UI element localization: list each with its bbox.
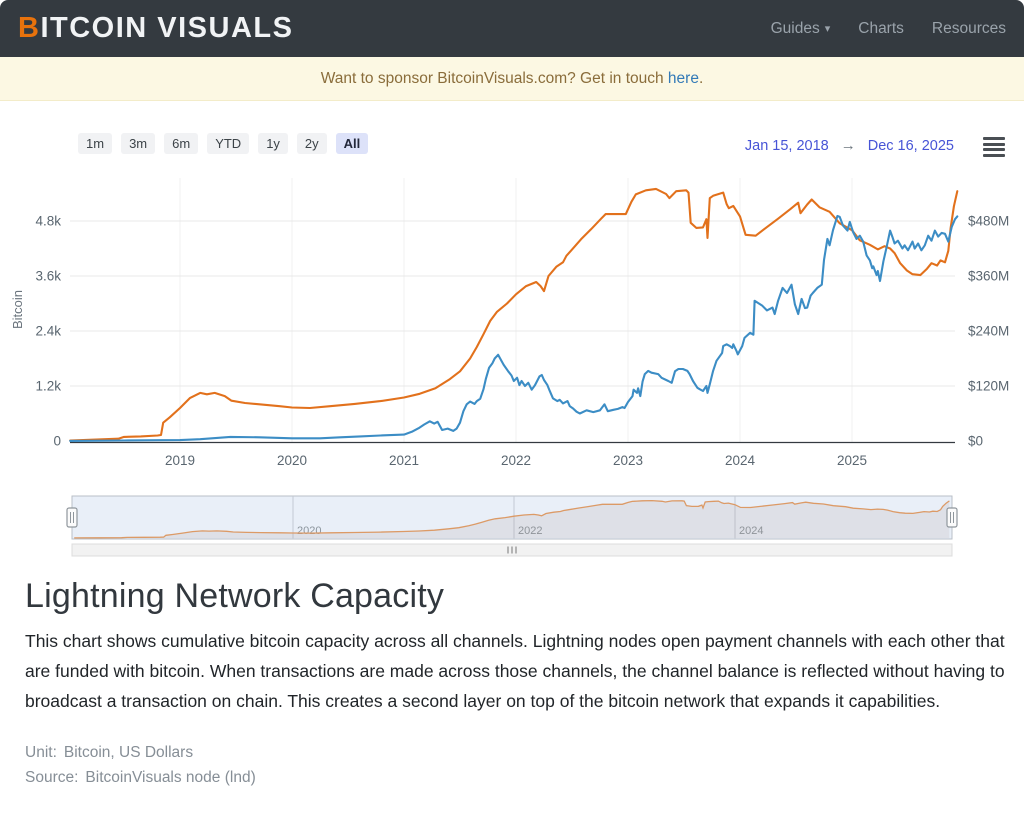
x-tick-label: 2021 — [389, 453, 419, 468]
y-left-tick-label: 0 — [53, 434, 61, 449]
date-range: Jan 15, 2018 → Dec 16, 2025 — [745, 137, 954, 154]
date-arrow-icon: → — [840, 137, 856, 154]
hamburger-bar — [983, 137, 1005, 140]
nav-item-charts[interactable]: Charts — [858, 19, 904, 37]
y-left-tick-label: 3.6k — [35, 269, 61, 284]
sponsor-banner-text: Want to sponsor BitcoinVisuals.com? Get … — [320, 69, 704, 87]
y-left-tick-label: 2.4k — [35, 324, 61, 339]
caret-down-icon: ▾ — [824, 22, 831, 35]
range-button-ytd[interactable]: YTD — [207, 133, 250, 154]
navigator-year-label: 2020 — [297, 525, 321, 537]
y-right-tick-label: $0 — [968, 434, 983, 449]
unit-line: Unit: Bitcoin, US Dollars — [25, 740, 999, 765]
get-in-touch-link[interactable]: here — [667, 69, 699, 87]
hamburger-bar — [983, 142, 1005, 146]
article: Lightning Network Capacity This chart sh… — [0, 577, 1024, 790]
navigator-year-label: 2024 — [739, 525, 763, 537]
usd-series-line — [69, 214, 959, 442]
nav-item-resources[interactable]: Resources — [931, 19, 1006, 37]
y-right-tick-label: $240M — [968, 324, 1009, 339]
chart-menu-icon[interactable] — [983, 137, 1005, 159]
main-chart: 0 $0 1.2k $120M 2.4k $240M 3.6k $360M 4.8k $480M 2… — [10, 178, 1009, 468]
range-button-2y[interactable]: 2y — [296, 133, 327, 154]
navigator-scrollbar[interactable] — [71, 543, 953, 557]
navigator-year-label: 2022 — [518, 525, 542, 537]
navigator-area — [74, 500, 950, 538]
x-tick-label: 2020 — [277, 453, 307, 468]
chart-plot-area[interactable]: 0 $0 1.2k $120M 2.4k $240M 3.6k $360M 4.8k $480M 2… — [0, 116, 1024, 561]
navigator[interactable]: 2020 2022 2024 — [66, 495, 958, 540]
navigator-track[interactable] — [71, 495, 953, 540]
navigator-right-handle[interactable] — [946, 507, 958, 528]
sponsor-banner: Want to sponsor BitcoinVisuals.com? Get … — [0, 57, 1024, 101]
end-date-picker[interactable]: Dec 16, 2025 — [867, 137, 954, 154]
logo-text: ITCOIN VISUALS — [40, 12, 294, 44]
navigator-left-handle[interactable] — [66, 507, 78, 528]
hamburger-bar — [983, 153, 1005, 157]
site-header: BITCOIN VISUALS Guides ▾ Charts Resources — [0, 0, 1024, 57]
y-left-tick-label: 4.8k — [35, 214, 61, 229]
y-left-axis-title: Bitcoin — [10, 290, 25, 329]
logo-letter-b: B — [18, 12, 41, 44]
range-selector: 1m 3m 6m YTD 1y 2y All — [78, 133, 369, 154]
chart-description: This chart shows cumulative bitcoin capa… — [25, 631, 1005, 711]
unit-label: Unit: — [25, 744, 57, 761]
range-button-1m[interactable]: 1m — [78, 133, 113, 154]
range-button-1y[interactable]: 1y — [258, 133, 288, 154]
x-tick-label: 2019 — [165, 453, 195, 468]
range-button-all[interactable]: All — [335, 133, 369, 154]
x-tick-label: 2023 — [613, 453, 643, 468]
source-value: BitcoinVisuals node (lnd) — [85, 769, 256, 786]
y-left-tick-label: 1.2k — [35, 379, 61, 394]
y-right-tick-label: $360M — [968, 269, 1009, 284]
x-tick-label: 2022 — [501, 453, 531, 468]
page-title: Lightning Network Capacity — [25, 577, 445, 615]
navigator-line — [74, 499, 950, 539]
unit-value: Bitcoin, US Dollars — [63, 744, 194, 761]
range-button-3m[interactable]: 3m — [121, 133, 156, 154]
y-right-tick-label: $480M — [968, 214, 1009, 229]
x-tick-label: 2024 — [725, 453, 756, 468]
source-label: Source: — [25, 769, 79, 786]
site-logo[interactable]: BITCOIN VISUALS — [18, 12, 293, 45]
x-tick-label: 2025 — [837, 453, 867, 468]
top-nav: Guides ▾ Charts Resources — [771, 20, 1006, 38]
range-button-6m[interactable]: 6m — [164, 133, 199, 154]
nav-item-guides[interactable]: Guides ▾ — [770, 19, 831, 37]
y-right-tick-label: $120M — [968, 379, 1009, 394]
start-date-picker[interactable]: Jan 15, 2018 — [744, 137, 829, 154]
chart-section: 1m 3m 6m YTD 1y 2y All Jan 15, 2018 → Dec 16, … — [0, 116, 1024, 561]
source-line: Source: BitcoinVisuals node (lnd) — [25, 765, 999, 790]
bitcoin-series-line — [69, 187, 959, 442]
hamburger-bar — [983, 148, 1005, 151]
